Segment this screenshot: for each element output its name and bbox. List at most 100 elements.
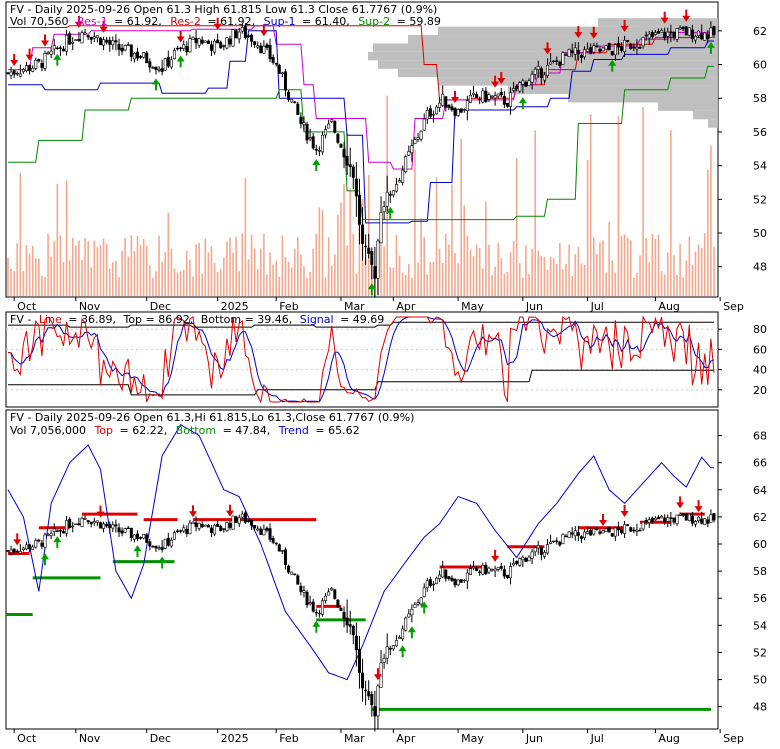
trend-body — [49, 532, 53, 537]
trend-body — [438, 574, 442, 579]
buy-arrow-3-head — [312, 158, 321, 165]
price-body — [98, 37, 102, 46]
trend-body — [231, 515, 235, 530]
price-candle-168 — [524, 80, 528, 87]
price-body — [669, 31, 673, 34]
price-body — [176, 47, 180, 50]
price-candle-136 — [425, 106, 429, 124]
trend-body — [9, 549, 13, 553]
price-candle-227 — [706, 30, 710, 44]
trend-sell-arrow-7-head — [620, 510, 629, 517]
price-candle-8 — [31, 65, 35, 73]
volume-bar-12 — [44, 276, 46, 296]
trend-candle-58 — [185, 525, 189, 537]
trend-body — [111, 524, 115, 529]
trend-candle-124 — [388, 645, 392, 656]
trend-candle-49 — [157, 545, 161, 551]
trend-body — [268, 528, 272, 540]
month-bottom-label-10: Aug — [658, 732, 679, 745]
volume-bar-165 — [515, 158, 518, 296]
trend-body — [499, 566, 503, 569]
sell-arrow-0-head — [10, 60, 19, 67]
price-body — [536, 66, 540, 70]
price-body — [34, 59, 38, 69]
trend-body — [188, 522, 192, 535]
price-candle-152 — [475, 91, 479, 99]
trend-sell-arrow-3 — [225, 504, 234, 517]
price-candle-191 — [595, 42, 599, 48]
price-candle-126 — [394, 177, 398, 193]
trend-candle-203 — [632, 527, 636, 534]
month-label-0: Oct — [17, 300, 37, 313]
volume-bar-67 — [213, 262, 216, 296]
trend-candle-115 — [361, 658, 365, 702]
volume-bar-217 — [676, 274, 678, 296]
trend-y-tick-label-10: 48 — [753, 701, 767, 714]
trend-body — [225, 522, 229, 532]
sell-arrow-15-head — [660, 17, 669, 24]
price-candle-79 — [250, 33, 254, 47]
price-body — [509, 92, 513, 107]
trend-candle-55 — [176, 528, 180, 533]
volume-bar-82 — [260, 248, 262, 296]
volume-bar-139 — [435, 177, 438, 296]
price-candle-221 — [687, 27, 691, 37]
trend-body — [320, 600, 324, 615]
price-body — [333, 121, 337, 133]
volume-bar-136 — [426, 274, 429, 296]
trend-buy-arrow-4 — [312, 620, 321, 633]
price-body — [499, 92, 503, 96]
volume-bar-176 — [549, 256, 552, 296]
trend-candle-75 — [237, 514, 241, 528]
trend-candle-129 — [404, 616, 408, 632]
trend-candle-216 — [672, 517, 676, 525]
price-candle-157 — [490, 95, 494, 99]
trend-body — [89, 521, 93, 525]
price-body — [231, 29, 235, 47]
trend-body — [635, 529, 639, 532]
price-body — [672, 31, 676, 38]
price-body — [542, 74, 546, 81]
trend-buy-arrow-1 — [53, 536, 62, 549]
price-candle-74 — [234, 29, 238, 39]
trend-sell-arrow-8-head — [676, 502, 685, 509]
price-candle-225 — [700, 24, 704, 41]
price-body — [219, 42, 223, 49]
volume-bar-7 — [28, 253, 31, 296]
buy-arrow-2-head — [176, 55, 185, 62]
price-candle-2 — [12, 70, 16, 78]
price-candle-198 — [616, 36, 620, 55]
price-body — [240, 26, 244, 32]
trend-candle-171 — [533, 545, 537, 557]
trend-buy-arrow-1-head — [53, 536, 62, 543]
trend-candle-218 — [678, 512, 682, 517]
price-body — [123, 45, 127, 51]
volume-bar-220 — [685, 260, 688, 296]
trend-body — [542, 552, 546, 557]
price-candle-214 — [666, 27, 670, 44]
volume-bar-184 — [574, 254, 577, 296]
trend-body — [311, 601, 315, 612]
price-body — [515, 85, 519, 90]
trend-candle-29 — [95, 520, 99, 527]
volume-bar-223 — [694, 251, 697, 296]
trend-candle-131 — [410, 604, 414, 623]
volume-bar-62 — [198, 243, 200, 296]
volume-bar-66 — [210, 246, 213, 296]
volume-bar-215 — [670, 130, 672, 296]
trend-body — [34, 540, 38, 548]
volume-bar-38 — [124, 238, 126, 296]
trend-sell-arrow-5-head — [491, 555, 500, 562]
volume-bar-192 — [599, 242, 601, 296]
trend-body — [697, 516, 701, 522]
trend-candle-76 — [240, 510, 244, 520]
price-candle-66 — [209, 40, 213, 57]
price-candle-106 — [333, 120, 337, 134]
volume-bar-225 — [700, 248, 703, 296]
price-candle-228 — [709, 21, 713, 38]
volume-bar-94 — [296, 236, 299, 296]
volume-bar-116 — [364, 257, 367, 296]
trend-body — [95, 520, 99, 523]
price-candle-201 — [626, 39, 630, 43]
price-body — [453, 108, 457, 116]
